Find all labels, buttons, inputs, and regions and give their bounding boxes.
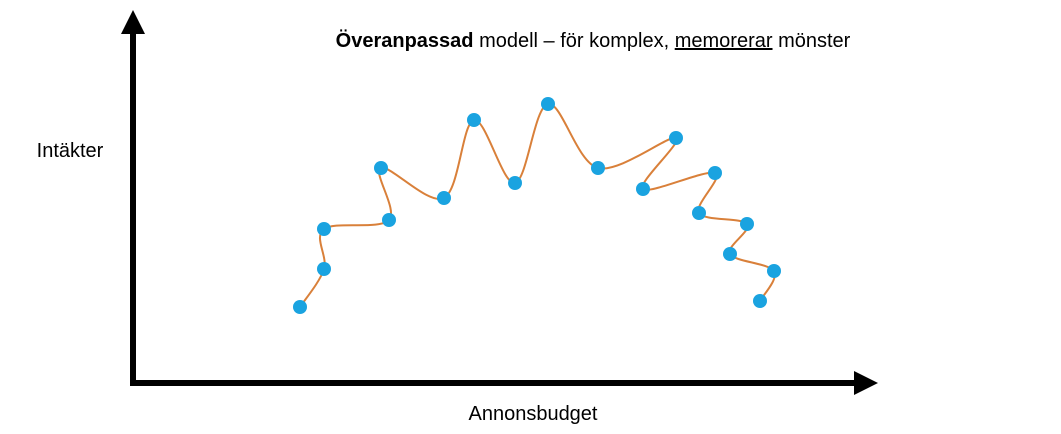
point: [317, 262, 331, 276]
point: [723, 247, 737, 261]
point: [740, 217, 754, 231]
point: [767, 264, 781, 278]
point: [382, 213, 396, 227]
y-axis-arrow: [121, 10, 145, 34]
title: Överanpassad modell – för komplex, memor…: [336, 29, 851, 52]
x-axis-arrow: [854, 371, 878, 395]
title-middle: modell – för komplex,: [474, 30, 675, 52]
x-axis-label: Annonsbudget: [468, 403, 597, 425]
point: [636, 182, 650, 196]
point: [374, 161, 388, 175]
y-axis-label: Intäkter: [37, 140, 104, 162]
point: [591, 161, 605, 175]
point: [293, 300, 307, 314]
point: [508, 176, 522, 190]
point: [437, 191, 451, 205]
point: [753, 294, 767, 308]
overfit-curve: [299, 103, 776, 308]
title-bold: Överanpassad: [336, 29, 474, 52]
point: [669, 131, 683, 145]
point: [692, 206, 706, 220]
point: [317, 222, 331, 236]
point: [541, 97, 555, 111]
title-end: mönster: [773, 30, 851, 52]
points: [293, 97, 781, 314]
point: [708, 166, 722, 180]
point: [467, 113, 481, 127]
title-underlined: memorerar: [675, 30, 773, 52]
